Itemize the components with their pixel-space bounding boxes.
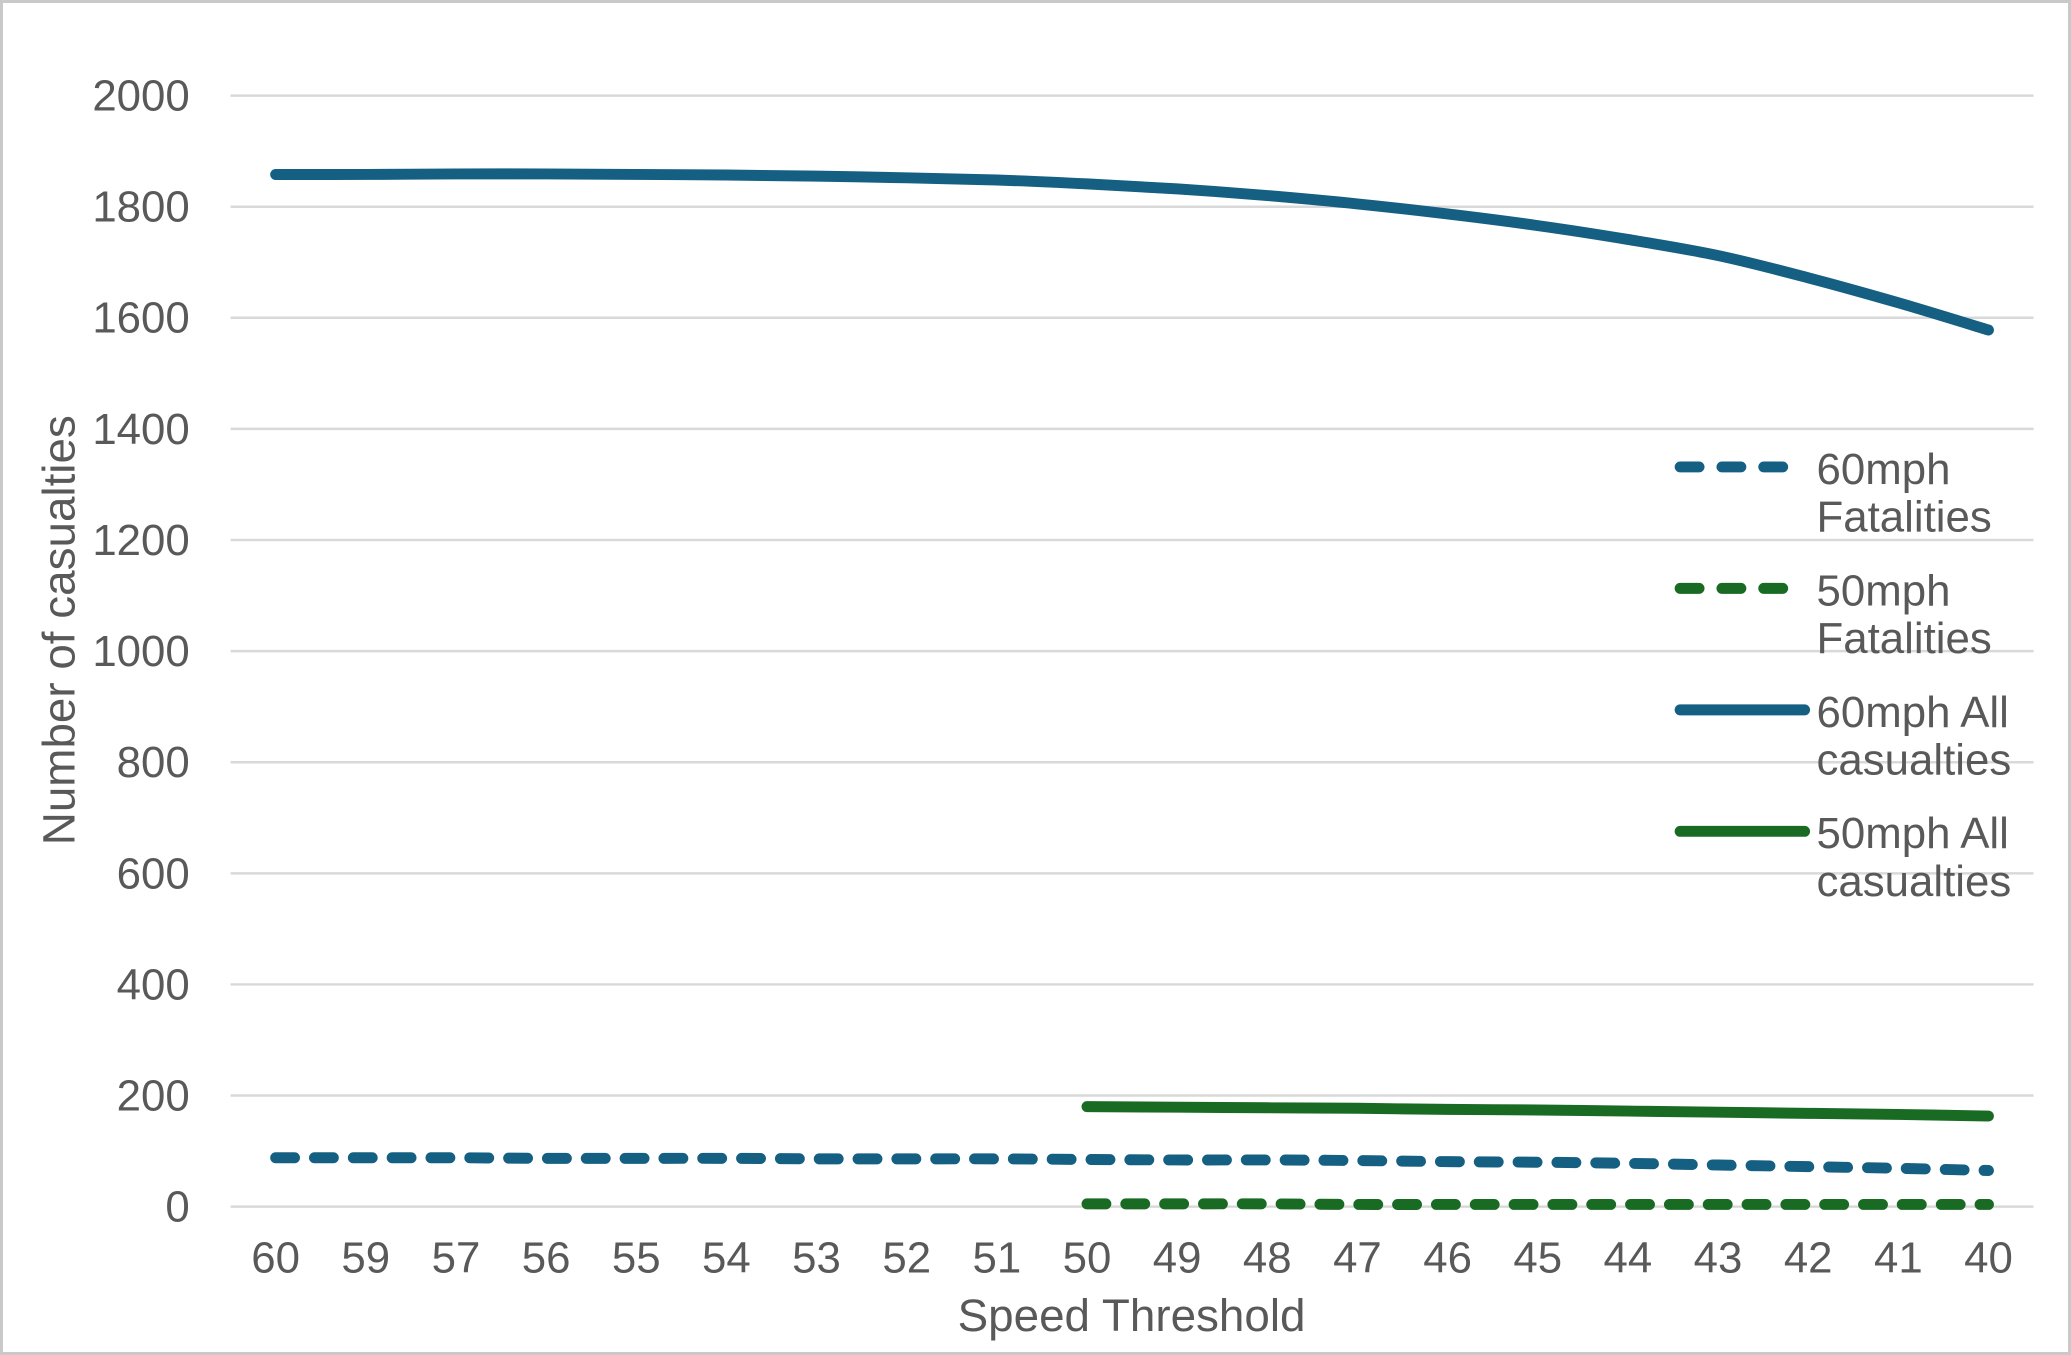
y-tick-label: 200 [117,1071,190,1120]
series-line-60mph-fatalities [270,1152,1994,1176]
y-tick-label: 1200 [92,516,189,565]
x-tick-label: 44 [1604,1233,1653,1282]
gridlines-group [230,94,2034,1208]
x-tick-label: 60 [251,1233,300,1282]
x-axis-tick-labels: 60 59 57 56 55 54 53 52 51 50 49 48 47 46 45 44 43 42 41 40 [251,1233,2013,1282]
series-lines-group [270,168,1994,1210]
y-tick-label: 1000 [92,627,189,676]
x-tick-label: 51 [972,1233,1021,1282]
x-tick-label: 55 [612,1233,661,1282]
legend-label: Fatalities [1817,614,1992,663]
x-tick-label: 40 [1964,1233,2013,1282]
series-line-50mph-fatalities [1081,1198,1994,1210]
legend-label: 60mph [1817,445,1951,494]
legend-label: casualties [1817,857,2012,906]
x-tick-label: 57 [432,1233,481,1282]
x-tick-label: 50 [1063,1233,1112,1282]
x-axis-title: Speed Threshold [958,1290,1306,1341]
x-tick-label: 53 [792,1233,841,1282]
x-tick-label: 42 [1784,1233,1833,1282]
legend-label: casualties [1817,736,2012,785]
y-axis-title: Number of casualties [33,415,84,845]
y-tick-label: 1400 [92,405,189,454]
y-tick-label: 1600 [92,294,189,343]
x-tick-label: 56 [522,1233,571,1282]
y-tick-label: 0 [165,1183,189,1232]
legend-label: Fatalities [1817,493,1992,542]
legend-label: 50mph [1817,566,1951,615]
x-tick-label: 52 [882,1233,931,1282]
y-tick-label: 600 [117,849,190,898]
x-tick-label: 48 [1243,1233,1292,1282]
x-tick-label: 45 [1513,1233,1562,1282]
x-tick-label: 47 [1333,1233,1382,1282]
series-line-50mph-all-casualties [1081,1101,1994,1122]
x-tick-label: 54 [702,1233,751,1282]
y-tick-label: 400 [117,960,190,1009]
x-tick-label: 49 [1153,1233,1202,1282]
legend-label: 60mph All [1817,688,2009,737]
x-tick-label: 41 [1874,1233,1923,1282]
y-tick-label: 2000 [92,72,189,121]
x-tick-label: 43 [1694,1233,1743,1282]
x-tick-label: 59 [341,1233,390,1282]
legend-label: 50mph All [1817,809,2009,858]
x-tick-label: 46 [1423,1233,1472,1282]
y-tick-label: 1800 [92,183,189,232]
y-tick-label: 800 [117,738,190,787]
series-line-60mph-all-casualties [270,168,1994,336]
line-chart-canvas: 0 200 400 600 800 1000 1200 1400 1600 1800 2000 60… [33,72,2034,1341]
y-axis-tick-labels: 0 200 400 600 800 1000 1200 1400 1600 1800 2000 [92,72,189,1232]
